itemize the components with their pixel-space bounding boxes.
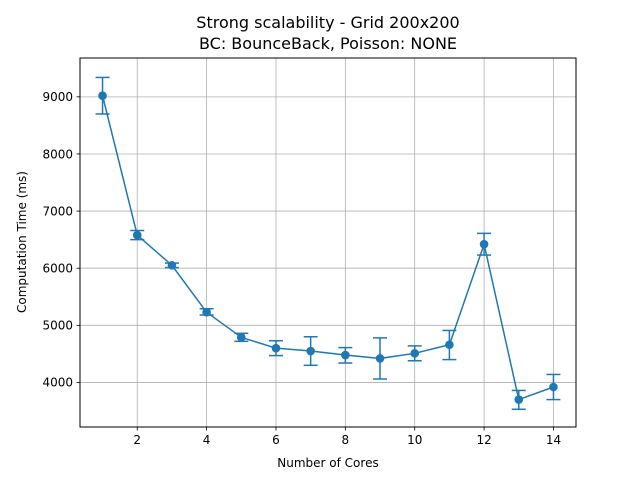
- x-tick-label: 2: [133, 433, 141, 447]
- data-point: [306, 346, 315, 356]
- plot-frame: [79, 57, 577, 428]
- data-point: [98, 91, 107, 100]
- data-point: [410, 349, 420, 358]
- chart-subtitle: BC: BounceBack, Poisson: NONE: [199, 34, 457, 53]
- data-point: [549, 382, 558, 392]
- data-point: [236, 333, 246, 342]
- data-series: [98, 91, 558, 404]
- error-bars: [95, 76, 561, 411]
- y-tick-label: 6000: [42, 262, 73, 276]
- data-point: [202, 307, 211, 317]
- data-point: [271, 343, 281, 353]
- x-tick-label: 10: [407, 433, 422, 447]
- y-tick-label: 9000: [42, 90, 73, 104]
- data-point: [167, 261, 177, 270]
- x-axis-ticks: 2 4 6 8 10 12 14: [133, 427, 561, 447]
- y-tick-label: 8000: [42, 147, 73, 161]
- chart-title: Strong scalability - Grid 200x200: [196, 13, 459, 32]
- data-point: [132, 230, 142, 240]
- y-axis-ticks: 4000 5000 6000 7000 8000 9000: [42, 90, 80, 390]
- data-point: [445, 340, 454, 350]
- y-axis-label: Computation Time (ms): [15, 171, 29, 313]
- y-tick-label: 5000: [42, 319, 73, 333]
- y-tick-label: 7000: [42, 204, 73, 218]
- x-tick-label: 14: [546, 433, 561, 447]
- x-axis-label: Number of Cores: [277, 456, 378, 470]
- data-point: [514, 395, 524, 404]
- y-tick-label: 4000: [42, 376, 73, 390]
- data-point: [479, 239, 489, 249]
- x-tick-label: 4: [203, 433, 211, 447]
- x-tick-label: 6: [272, 433, 280, 447]
- data-point: [341, 350, 350, 360]
- data-point: [375, 354, 385, 363]
- series-line: [101, 95, 554, 401]
- x-tick-label: 12: [476, 433, 491, 447]
- x-tick-label: 8: [342, 433, 350, 447]
